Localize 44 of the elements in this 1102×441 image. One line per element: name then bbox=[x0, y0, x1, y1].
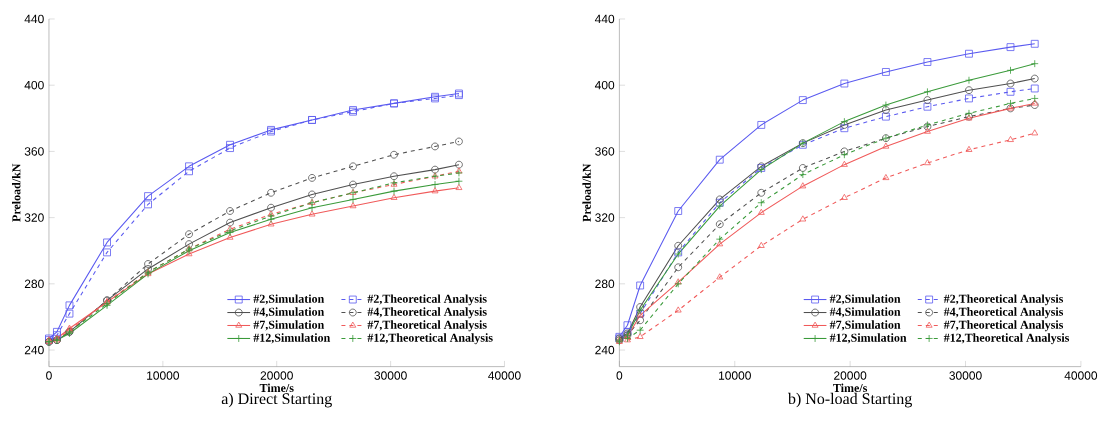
y-tick-label: 320 bbox=[24, 213, 44, 223]
legend-label: #12,Simulation bbox=[253, 333, 331, 344]
y-tick-label: 280 bbox=[595, 279, 615, 289]
legend-label: #4,Theoretical Analysis bbox=[367, 307, 487, 319]
legend-label: #12,Theoretical Analysis bbox=[943, 333, 1070, 345]
x-tick-label: 10000 bbox=[719, 371, 751, 381]
y-tick-label: 440 bbox=[24, 14, 44, 24]
legend-label: #7,Simulation bbox=[253, 320, 325, 331]
y-tick-label: 360 bbox=[595, 147, 615, 156]
legend-label: #7,Simulation bbox=[829, 320, 901, 331]
y-tick-label: 360 bbox=[24, 147, 44, 156]
x-tick-label: 40000 bbox=[488, 371, 521, 381]
text: b) No-load Starting bbox=[787, 393, 912, 408]
legend-label: #7,Theoretical Analysis bbox=[943, 320, 1064, 332]
y-axis-title: Preload/kN bbox=[582, 163, 591, 223]
y-axis-title: Preload/kN bbox=[12, 163, 21, 223]
x-tick-label: 10000 bbox=[147, 371, 180, 381]
x-tick-label: 30000 bbox=[949, 371, 982, 381]
y-tick-label: 400 bbox=[24, 81, 44, 90]
legend-label: #4,Simulation bbox=[829, 307, 901, 318]
legend-label: #7,Theoretical Analysis bbox=[367, 320, 487, 332]
x-tick-label: 0 bbox=[616, 371, 623, 381]
x-axis-title: Time/s bbox=[833, 383, 868, 393]
x-tick-label: 20000 bbox=[260, 371, 293, 381]
legend-label: #12,Simulation bbox=[829, 333, 907, 344]
x-tick-label: 30000 bbox=[374, 371, 407, 381]
legend-label: #4,Simulation bbox=[253, 307, 325, 318]
legend-label: #12,Theoretical Analysis bbox=[367, 333, 493, 345]
legend-label: #2,Theoretical Analysis bbox=[367, 294, 487, 306]
legend-label: #2,Simulation bbox=[253, 294, 325, 305]
y-tick-label: 320 bbox=[595, 213, 615, 223]
legend-label: #2,Theoretical Analysis bbox=[943, 294, 1064, 306]
legend-label: #2,Simulation bbox=[829, 294, 901, 305]
y-tick-label: 280 bbox=[24, 279, 44, 289]
legend-label: #4,Theoretical Analysis bbox=[943, 307, 1064, 319]
x-tick-label: 0 bbox=[46, 371, 52, 381]
y-tick-label: 440 bbox=[594, 14, 615, 24]
x-axis-title: Time/s bbox=[259, 383, 294, 393]
y-tick-label: 400 bbox=[594, 81, 615, 90]
x-tick-label: 40000 bbox=[1064, 371, 1098, 381]
y-tick-label: 240 bbox=[24, 346, 44, 355]
y-tick-label: 240 bbox=[595, 346, 615, 355]
text: a) Direct Starting bbox=[221, 393, 332, 408]
x-tick-label: 20000 bbox=[834, 371, 867, 381]
